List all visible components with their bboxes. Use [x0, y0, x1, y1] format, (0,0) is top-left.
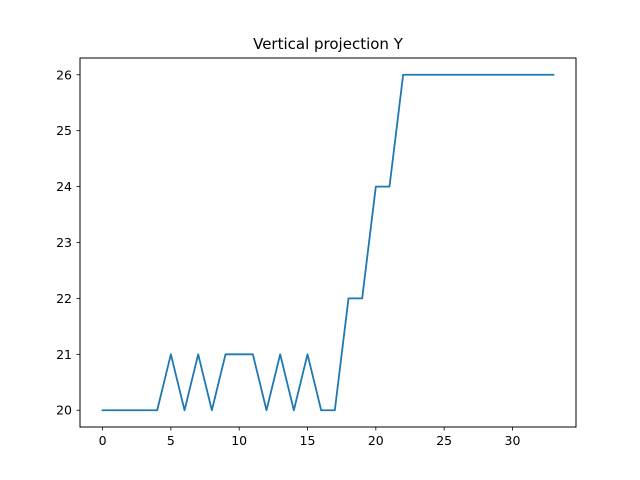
y-tick-label: 23 [56, 235, 72, 250]
plot-frame [79, 57, 577, 428]
x-tick-label: 5 [167, 433, 175, 448]
series-line [101, 73, 555, 412]
x-tick-label: 20 [368, 433, 384, 448]
plot-area: 0 5 10 15 20 25 30 20 21 22 23 24 25 26 [56, 67, 555, 448]
y-tick-label: 26 [56, 67, 72, 82]
y-tick-label: 25 [56, 123, 72, 138]
x-tick-label: 25 [436, 433, 452, 448]
y-tick-label: 22 [56, 291, 72, 306]
y-tick-label: 24 [56, 179, 72, 194]
x-tick-label: 15 [300, 433, 316, 448]
x-tick-label: 30 [505, 433, 521, 448]
chart-title: Vertical projection Y [253, 35, 404, 53]
y-tick-label: 20 [56, 403, 72, 418]
y-tick-label: 21 [56, 347, 72, 362]
x-tick-label: 0 [99, 433, 107, 448]
x-tick-label: 10 [231, 433, 247, 448]
